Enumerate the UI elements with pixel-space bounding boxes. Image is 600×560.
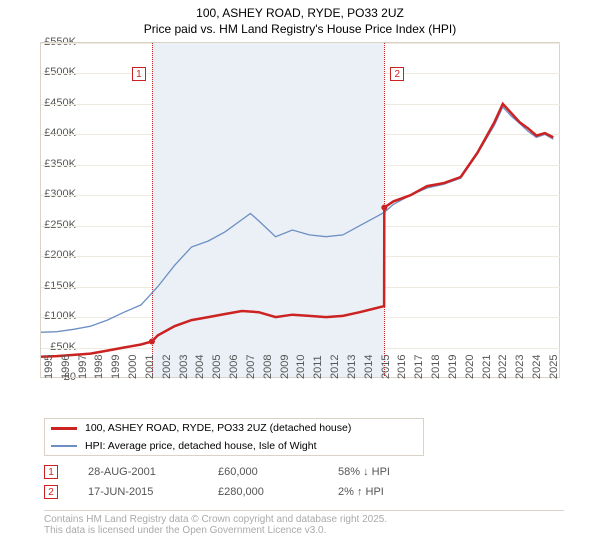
legend-row: 100, ASHEY ROAD, RYDE, PO33 2UZ (detache…	[45, 419, 423, 437]
chart-title: 100, ASHEY ROAD, RYDE, PO33 2UZ	[0, 0, 600, 22]
series-line	[40, 104, 553, 357]
annotation-table: 1 28-AUG-2001 £60,000 58% ↓ HPI 2 17-JUN-2015…	[44, 462, 600, 502]
annotation-marker: 1	[44, 465, 58, 479]
legend-label: HPI: Average price, detached house, Isle…	[85, 440, 317, 452]
x-axis-label: 2023	[514, 355, 526, 379]
annotation-price: £60,000	[218, 466, 308, 478]
annotation-row: 2 17-JUN-2015 £280,000 2% ↑ HPI	[44, 482, 600, 502]
x-axis-label: 1995	[43, 355, 55, 379]
annotation-delta: 2% ↑ HPI	[338, 486, 384, 498]
annotation-marker: 2	[44, 485, 58, 499]
chart-subtitle: Price paid vs. HM Land Registry's House …	[0, 22, 600, 42]
series-line	[40, 107, 553, 332]
series-lines	[40, 43, 560, 378]
x-axis-label: 2025	[548, 355, 560, 379]
x-axis-label: 2017	[413, 355, 425, 379]
footer: Contains HM Land Registry data © Crown c…	[44, 510, 564, 536]
x-axis-label: 2000	[127, 355, 139, 379]
legend: 100, ASHEY ROAD, RYDE, PO33 2UZ (detache…	[44, 418, 424, 456]
x-axis-label: 2015	[380, 355, 392, 379]
annotation-row: 1 28-AUG-2001 £60,000 58% ↓ HPI	[44, 462, 600, 482]
x-axis-label: 2003	[178, 355, 190, 379]
x-axis-label: 2024	[531, 355, 543, 379]
legend-swatch	[51, 445, 77, 447]
x-axis-label: 2006	[228, 355, 240, 379]
x-axis-label: 2009	[279, 355, 291, 379]
annotation-date: 17-JUN-2015	[88, 486, 188, 498]
sale-dot	[149, 338, 155, 344]
x-axis-label: 2002	[161, 355, 173, 379]
x-axis-label: 1998	[93, 355, 105, 379]
plot-area: 12	[40, 42, 560, 377]
footer-line-1: Contains HM Land Registry data © Crown c…	[44, 514, 564, 525]
x-axis-label: 2010	[295, 355, 307, 379]
sale-dot	[381, 204, 387, 210]
x-axis-label: 2004	[194, 355, 206, 379]
annotation-price: £280,000	[218, 486, 308, 498]
x-axis-label: 2018	[430, 355, 442, 379]
annotation-date: 28-AUG-2001	[88, 466, 188, 478]
legend-swatch	[51, 427, 77, 430]
annotation-delta: 58% ↓ HPI	[338, 466, 390, 478]
x-axis-label: 2013	[346, 355, 358, 379]
x-axis-label: 2014	[363, 355, 375, 379]
legend-label: 100, ASHEY ROAD, RYDE, PO33 2UZ (detache…	[85, 422, 351, 434]
x-axis-label: 2022	[497, 355, 509, 379]
x-axis-label: 1999	[110, 355, 122, 379]
x-axis-label: 1997	[77, 355, 89, 379]
x-axis-label: 2020	[464, 355, 476, 379]
x-axis-label: 2011	[312, 355, 324, 379]
y-axis	[40, 43, 41, 378]
x-axis-label: 2005	[211, 355, 223, 379]
chart: £0£50K£100K£150K£200K£250K£300K£350K£400…	[40, 42, 600, 412]
x-axis-label: 2007	[245, 355, 257, 379]
x-axis-label: 2019	[447, 355, 459, 379]
x-axis-label: 2008	[262, 355, 274, 379]
x-axis-label: 2016	[396, 355, 408, 379]
legend-row: HPI: Average price, detached house, Isle…	[45, 437, 423, 455]
x-axis-label: 2001	[144, 355, 156, 379]
x-axis-label: 2012	[329, 355, 341, 379]
footer-line-2: This data is licensed under the Open Gov…	[44, 525, 564, 536]
x-axis-label: 2021	[481, 355, 493, 379]
x-axis-label: 1996	[60, 355, 72, 379]
